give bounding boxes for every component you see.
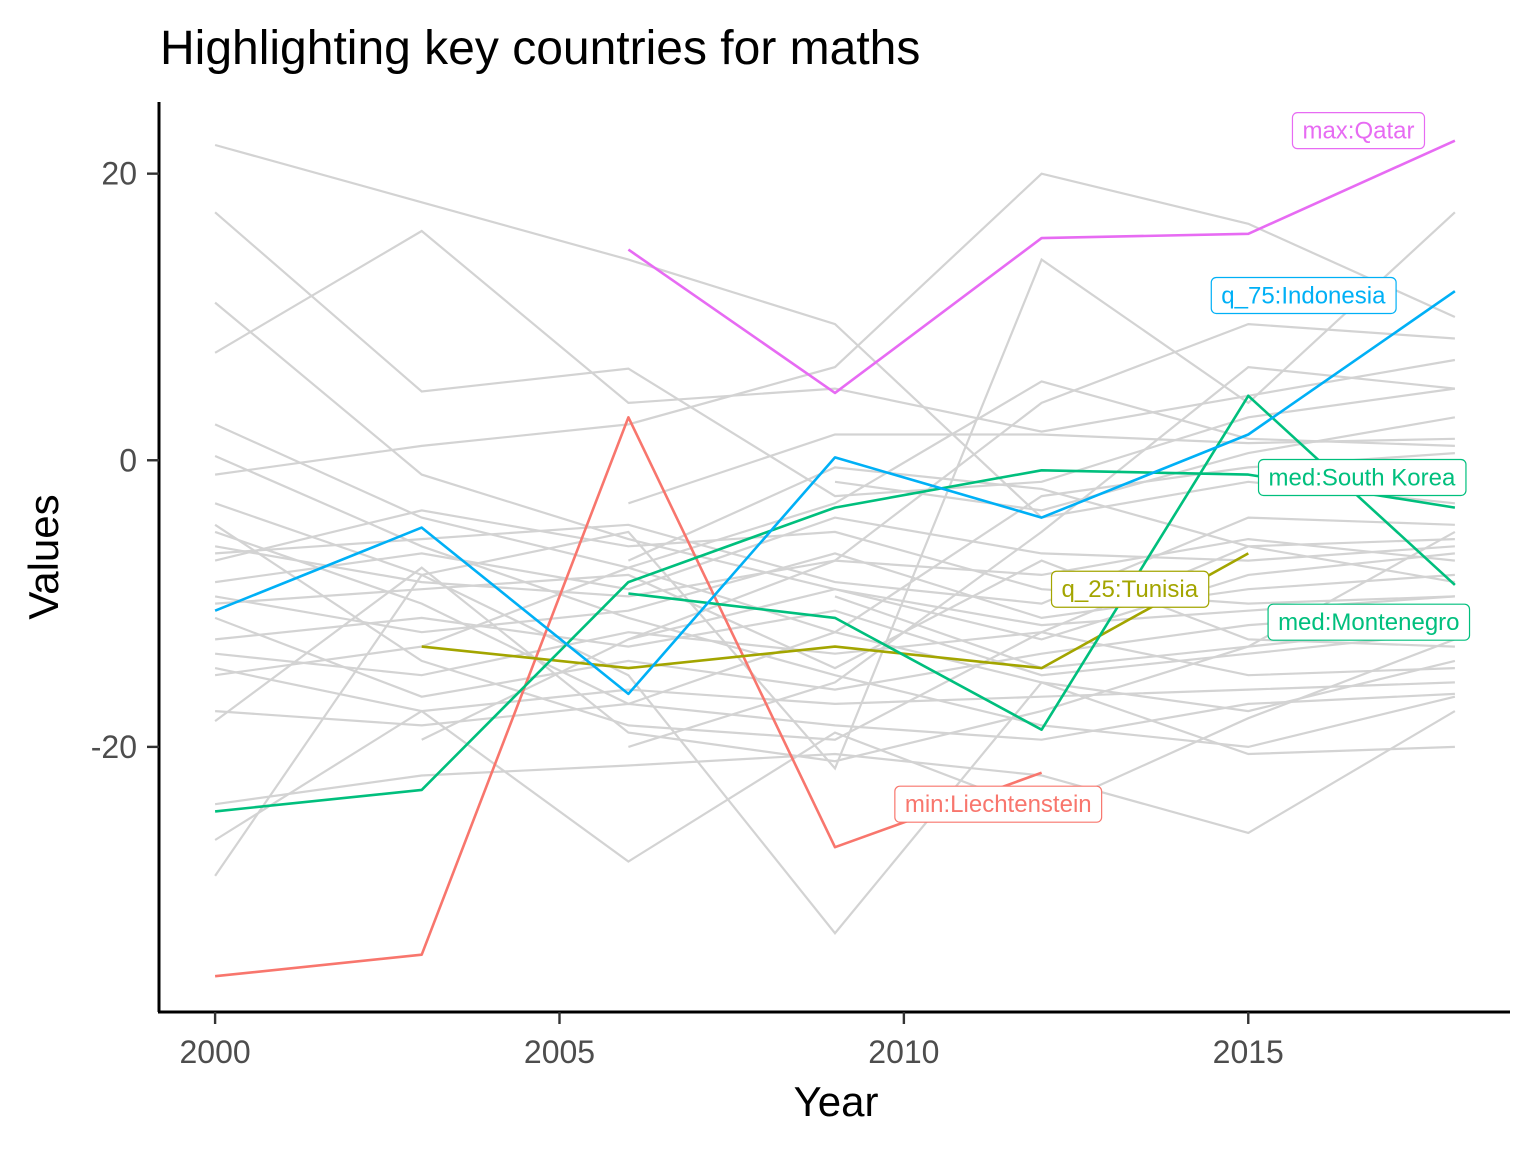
background-series-line-11: [214, 509, 1455, 605]
series-label-text: q_75:Indonesia: [1221, 282, 1386, 309]
highlighted-series-line-4: [628, 394, 1456, 732]
x-axis-ticks: 2000 2005 2010 2015: [180, 1012, 1284, 1070]
series-label-box: [1257, 458, 1467, 497]
y-tick-label: -20: [91, 729, 137, 765]
x-axis-title: Year: [794, 1078, 879, 1125]
series-label-box: [1050, 570, 1210, 608]
background-series-line-26: [215, 559, 1455, 670]
background-series-line-2: [214, 211, 1456, 498]
x-tick-label: 2015: [1213, 1034, 1284, 1070]
background-series-line-30: [627, 466, 1456, 584]
highlighted-series-line-6: [627, 139, 1456, 395]
y-tick-label: 20: [101, 156, 137, 192]
series-label-text: q_25:Tunisia: [1062, 576, 1199, 603]
y-axis-title: Values: [20, 494, 67, 619]
background-series-line-28: [628, 322, 1455, 641]
background-series-line-7: [214, 172, 1456, 476]
background-series-line-21: [214, 638, 1456, 863]
series-label-box: [1267, 603, 1471, 641]
series-label-text: med:Montenegro: [1278, 609, 1459, 636]
series-label-box: [1291, 112, 1426, 150]
background-series-line-14: [214, 609, 1455, 698]
background-series-line-12: [214, 516, 1455, 591]
series-label-box: [1210, 276, 1397, 315]
highlighted-series-line-5: [214, 290, 1456, 696]
series-label-box: [894, 785, 1103, 823]
background-series-line-6: [214, 454, 1456, 749]
series-label-6: max:Qatar: [1291, 112, 1426, 150]
chart-title: Highlighting key countries for maths: [160, 22, 920, 75]
background-series-line-18: [215, 692, 1455, 741]
x-tick-label: 2005: [524, 1034, 595, 1070]
background-series-group: [214, 143, 1456, 935]
series-label-text: med:South Korea: [1269, 464, 1456, 491]
x-tick-label: 2010: [868, 1034, 939, 1070]
series-labels-group: min:Liechtenstein q_25:Tunisia med:South K…: [894, 112, 1471, 823]
background-series-line-1: [214, 143, 1456, 519]
y-axis-ticks: -20 0 20: [91, 156, 159, 765]
series-label-1: min:Liechtenstein: [894, 785, 1103, 823]
background-series-line-16: [214, 631, 1455, 677]
series-label-5: q_75:Indonesia: [1210, 276, 1397, 315]
background-series-line-31: [834, 416, 1456, 512]
background-series-line-13: [214, 552, 1455, 634]
background-series-line-32: [834, 530, 1456, 670]
series-label-text: max:Qatar: [1302, 118, 1414, 145]
highlighted-series-line-3: [214, 468, 1456, 813]
series-label-text: min:Liechtenstein: [905, 791, 1092, 818]
background-series-line-3: [214, 229, 1456, 433]
series-label-4: med:Montenegro: [1267, 603, 1471, 641]
x-tick-label: 2000: [180, 1034, 251, 1070]
series-label-2: q_25:Tunisia: [1050, 570, 1210, 608]
series-label-3: med:South Korea: [1257, 458, 1467, 497]
background-series-line-22: [214, 573, 1455, 935]
y-tick-label: 0: [119, 442, 137, 478]
background-series-line-9: [214, 452, 1455, 706]
background-series-line-25: [215, 516, 1455, 605]
background-series-line-15: [214, 609, 1456, 677]
background-series-line-20: [214, 710, 1456, 835]
highlighted-series-line-2: [421, 552, 1249, 670]
